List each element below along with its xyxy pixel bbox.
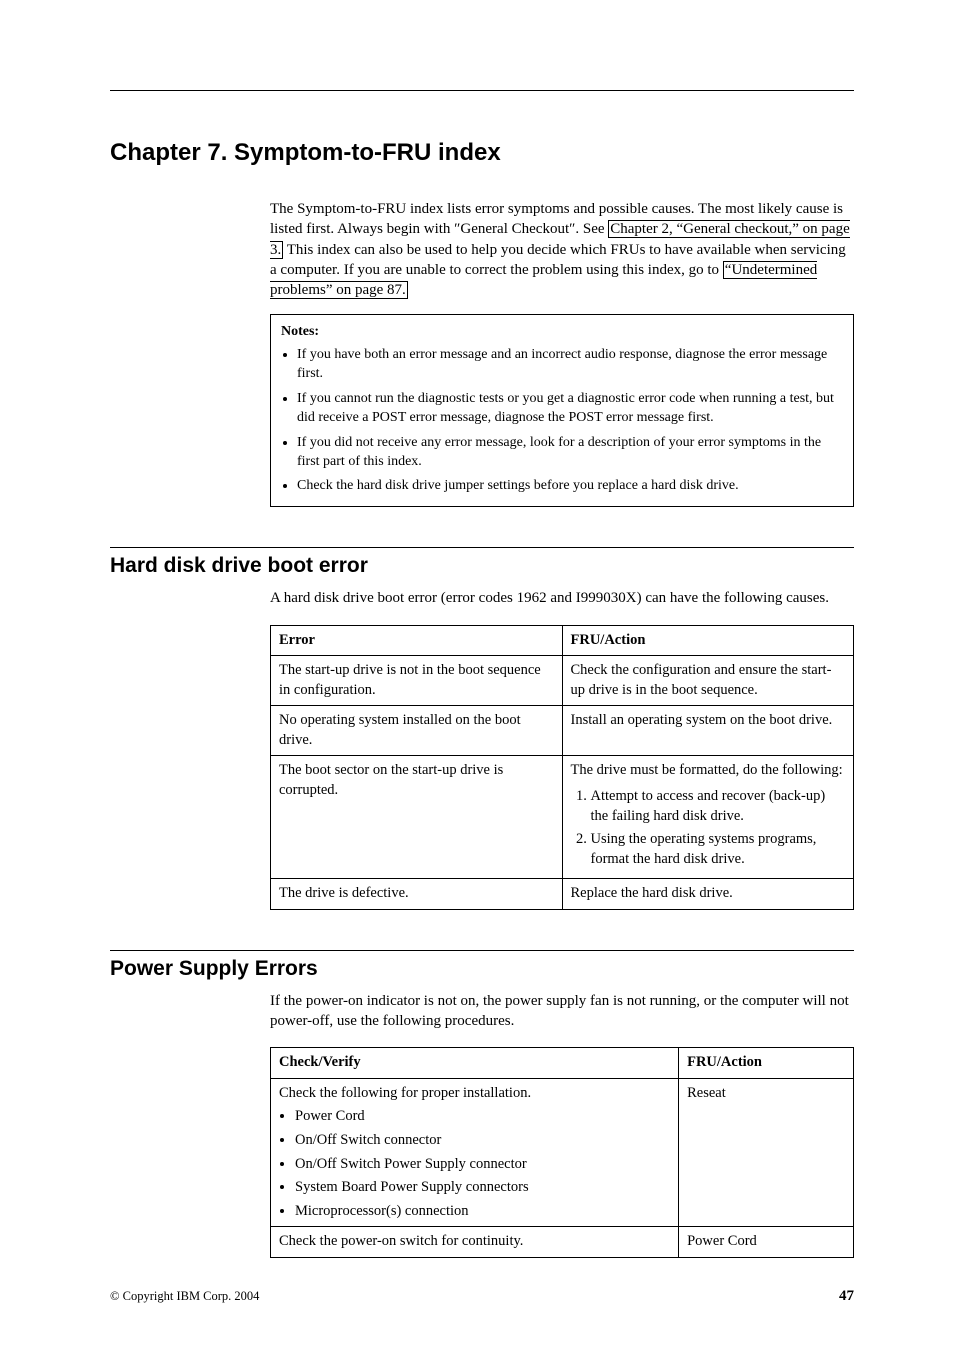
psu-check-item: System Board Power Supply connectors <box>295 1178 670 1198</box>
top-rule <box>110 90 854 91</box>
psu-action: Power Cord <box>679 1227 854 1258</box>
table-row: No operating system installed on the boo… <box>271 706 854 756</box>
hdd-action-intro: The drive must be formatted, do the foll… <box>571 761 846 781</box>
hdd-error: The start-up drive is not in the boot se… <box>271 656 563 706</box>
table-row: The start-up drive is not in the boot se… <box>271 656 854 706</box>
table-row: The boot sector on the start-up drive is… <box>271 756 854 879</box>
psu-col-action: FRU/Action <box>679 1048 854 1079</box>
hdd-col-action: FRU/Action <box>562 625 854 656</box>
table-row: Check the following for proper installat… <box>271 1078 854 1226</box>
hdd-action-step: Using the operating systems programs, fo… <box>591 830 846 869</box>
psu-check: Check the power-on switch for continuity… <box>271 1227 679 1258</box>
table-header-row: Check/Verify FRU/Action <box>271 1048 854 1079</box>
section-rule <box>110 547 854 548</box>
psu-check-intro: Check the following for proper installat… <box>279 1085 531 1101</box>
notes-item: Check the hard disk drive jumper setting… <box>297 477 843 496</box>
hdd-action: Install an operating system on the boot … <box>562 706 854 756</box>
psu-check-item: Microprocessor(s) connection <box>295 1202 670 1222</box>
hdd-action: Replace the hard disk drive. <box>562 879 854 910</box>
psu-table: Check/Verify FRU/Action Check the follow… <box>270 1047 854 1258</box>
copyright-text: © Copyright IBM Corp. 2004 <box>110 1289 259 1304</box>
psu-check-item: On/Off Switch connector <box>295 1131 670 1151</box>
table-row: The drive is defective. Replace the hard… <box>271 879 854 910</box>
psu-section-title: Power Supply Errors <box>110 957 854 981</box>
hdd-action: Check the configuration and ensure the s… <box>562 656 854 706</box>
psu-check-list: Power Cord On/Off Switch connector On/Of… <box>279 1107 670 1221</box>
hdd-action-step: Attempt to access and recover (back-up) … <box>591 787 846 826</box>
hdd-error: No operating system installed on the boo… <box>271 706 563 756</box>
hdd-table: Error FRU/Action The start-up drive is n… <box>270 625 854 910</box>
hdd-error: The drive is defective. <box>271 879 563 910</box>
psu-check-item: On/Off Switch Power Supply connector <box>295 1155 670 1175</box>
psu-intro: If the power-on indicator is not on, the… <box>270 991 854 1032</box>
hdd-section-title: Hard disk drive boot error <box>110 554 854 578</box>
psu-check-item: Power Cord <box>295 1107 670 1127</box>
page-number: 47 <box>839 1288 854 1305</box>
hdd-action-steps: Attempt to access and recover (back-up) … <box>571 787 846 869</box>
psu-check: Check the following for proper installat… <box>271 1078 679 1226</box>
page-footer: © Copyright IBM Corp. 2004 47 <box>110 1288 854 1305</box>
hdd-intro: A hard disk drive boot error (error code… <box>270 588 854 608</box>
psu-action: Reseat <box>679 1078 854 1226</box>
notes-item: If you cannot run the diagnostic tests o… <box>297 390 843 428</box>
notes-list: If you have both an error message and an… <box>281 346 843 496</box>
notes-item: If you did not receive any error message… <box>297 434 843 472</box>
section-rule <box>110 950 854 951</box>
table-header-row: Error FRU/Action <box>271 625 854 656</box>
hdd-action: The drive must be formatted, do the foll… <box>562 756 854 879</box>
table-row: Check the power-on switch for continuity… <box>271 1227 854 1258</box>
notes-box: Notes: If you have both an error message… <box>270 314 854 507</box>
hdd-error: The boot sector on the start-up drive is… <box>271 756 563 879</box>
notes-label: Notes: <box>281 323 843 342</box>
hdd-col-error: Error <box>271 625 563 656</box>
psu-col-check: Check/Verify <box>271 1048 679 1079</box>
notes-item: If you have both an error message and an… <box>297 346 843 384</box>
chapter-intro: The Symptom-to-FRU index lists error sym… <box>270 199 854 300</box>
chapter-title: Chapter 7. Symptom-to-FRU index <box>110 139 854 167</box>
